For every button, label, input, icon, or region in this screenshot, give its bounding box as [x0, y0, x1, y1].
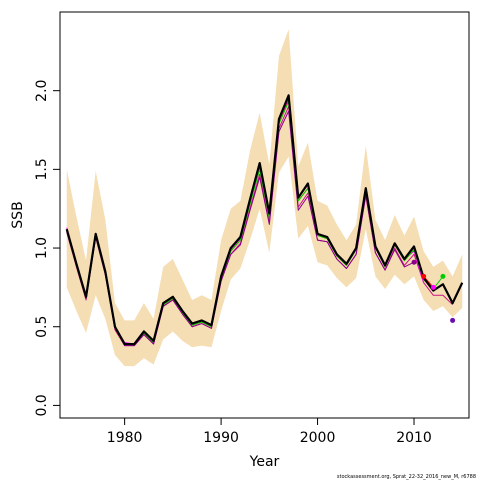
- terminal-point-2013: [440, 273, 446, 279]
- series-line-retro-5: [66, 110, 415, 347]
- y-tick-label-0: 0.0: [34, 394, 50, 416]
- y-tick-label-3: 1.5: [34, 158, 50, 180]
- terminal-point-2012: [430, 284, 436, 290]
- y-tick-label-2: 1.0: [34, 237, 50, 259]
- series-layer: [65, 94, 464, 347]
- y-tick-label-4: 2.0: [34, 80, 50, 102]
- terminal-points-layer: [411, 259, 456, 323]
- terminal-point-2011: [421, 273, 427, 279]
- x-tick-label-2010: 2010: [396, 430, 432, 446]
- x-tick-label-1980: 1980: [107, 430, 143, 446]
- x-tick-label-2000: 2000: [300, 430, 336, 446]
- x-axis-title: Year: [249, 454, 280, 470]
- terminal-point-2014: [450, 317, 456, 323]
- plot-frame: [59, 11, 470, 419]
- y-axis-title: SSB: [10, 201, 26, 228]
- x-axis: 1980 1990 2000 2010: [107, 418, 432, 446]
- y-tick-label-1: 0.5: [34, 316, 50, 338]
- source-footnote: stockassessment.org, Sprat_22-32_2016_ne…: [337, 474, 476, 480]
- x-tick-label-1990: 1990: [203, 430, 239, 446]
- terminal-point-2010: [411, 259, 417, 265]
- series-line-final: [65, 94, 464, 346]
- y-axis: 0.0 0.5 1.0 1.5 2.0: [34, 80, 60, 417]
